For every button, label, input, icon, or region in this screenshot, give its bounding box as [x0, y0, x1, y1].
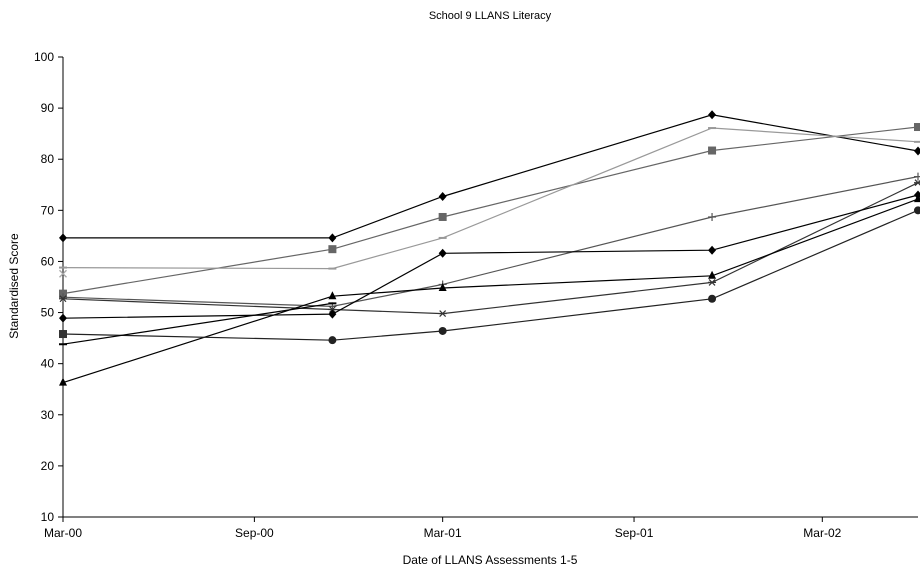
triangle-marker: [708, 270, 717, 279]
square-marker: [438, 212, 447, 221]
x-tick-label: Sep-00: [235, 526, 274, 540]
square-marker: [328, 245, 337, 254]
series-line: [62, 198, 919, 384]
triangle-marker: [914, 194, 920, 203]
circle-marker: [708, 294, 717, 303]
series-10: [59, 330, 67, 339]
series-5: [59, 179, 920, 318]
triangle-marker: [59, 377, 67, 386]
diamond-marker: [708, 110, 717, 120]
star-marker: [708, 278, 717, 286]
y-tick-label: 100: [34, 50, 54, 64]
series-line: [62, 194, 919, 319]
series-8: [59, 206, 920, 345]
star-marker: [59, 295, 67, 303]
star-marker: [328, 306, 337, 313]
diamond-marker: [328, 233, 337, 243]
series-2: [59, 123, 920, 298]
x-tick-label: Sep-01: [615, 526, 654, 540]
circle-marker: [328, 336, 337, 345]
y-tick-label: 50: [41, 306, 55, 320]
series-9: [59, 302, 337, 346]
circle-marker: [438, 326, 447, 335]
y-tick-label: 70: [41, 203, 55, 217]
series-6: [59, 190, 920, 323]
diamond-marker: [328, 309, 337, 319]
y-axis-title: Standardised Score: [7, 233, 21, 339]
y-axis: 10 20 30 40 50 60 70 80 90 100: [34, 50, 64, 524]
x-marker: [59, 269, 67, 278]
square-marker: [708, 146, 717, 155]
series-11: [59, 269, 67, 278]
x-axis: Mar-00 Sep-00 Mar-01 Sep-01 Mar-02: [44, 516, 918, 540]
x-axis-title: Date of LLANS Assessments 1-5: [403, 553, 578, 567]
diamond-marker: [59, 233, 67, 243]
diamond-marker: [708, 245, 717, 255]
x-tick-label: Mar-01: [424, 526, 462, 540]
y-tick-label: 90: [41, 101, 55, 115]
diamond-marker: [59, 313, 67, 323]
series-3: [59, 127, 920, 270]
plus-marker: [59, 293, 67, 302]
triangle-marker: [328, 291, 337, 300]
diamond-marker: [914, 146, 920, 156]
x-tick-label: Mar-00: [44, 526, 82, 540]
series-4: [59, 172, 920, 311]
star-marker: [438, 310, 447, 318]
plus-marker: [708, 212, 717, 221]
y-tick-label: 10: [41, 510, 55, 524]
series-7: [59, 194, 920, 386]
series-line: [62, 176, 919, 308]
series-1: [59, 110, 920, 243]
series-layer: [59, 110, 920, 386]
square-marker: [59, 330, 67, 339]
triangle-marker: [438, 283, 447, 292]
star-marker: [914, 179, 920, 187]
y-tick-label: 60: [41, 254, 55, 268]
y-tick-label: 40: [41, 357, 55, 371]
diamond-marker: [438, 192, 447, 202]
y-tick-label: 30: [41, 408, 55, 422]
square-marker: [914, 123, 920, 132]
circle-marker: [914, 206, 920, 215]
chart-title: School 9 LLANS Literacy: [429, 10, 552, 22]
y-tick-label: 20: [41, 459, 55, 473]
plus-marker: [914, 172, 920, 181]
series-line: [62, 302, 333, 345]
diamond-marker: [438, 248, 447, 258]
x-tick-label: Mar-02: [803, 526, 841, 540]
y-tick-label: 80: [41, 152, 55, 166]
